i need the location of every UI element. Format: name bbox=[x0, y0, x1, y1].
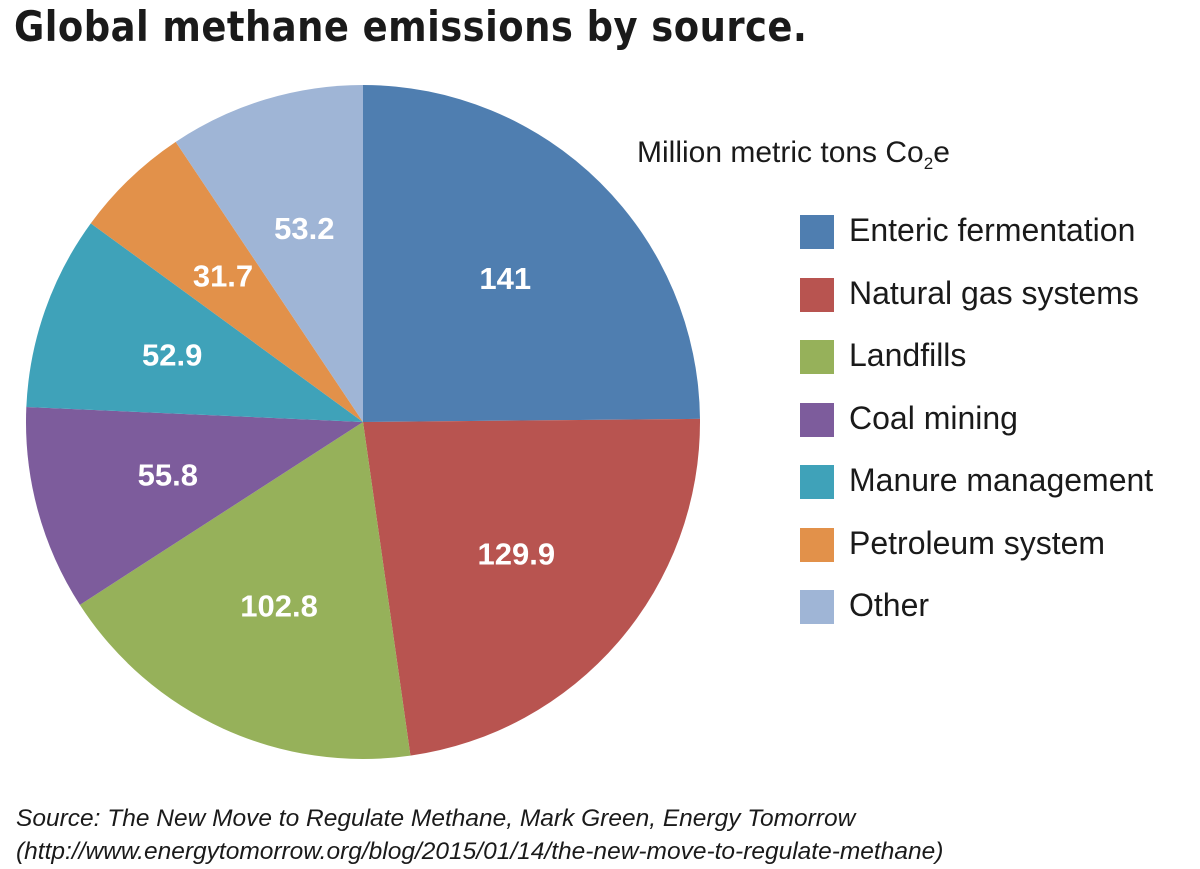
source-line-1: Source: The New Move to Regulate Methane… bbox=[16, 805, 856, 832]
slice-value-label: 52.9 bbox=[142, 338, 202, 373]
unit-label-text: Million metric tons Co bbox=[637, 136, 924, 169]
pie-slice-petroleum-system bbox=[90, 141, 363, 422]
pie-slice-natural-gas-systems bbox=[363, 418, 701, 756]
source-line-2: (http://www.energytomorrow.org/blog/2015… bbox=[16, 838, 944, 865]
source-note: Source: The New Move to Regulate Methane… bbox=[16, 802, 1196, 868]
slice-value-label: 55.8 bbox=[138, 457, 198, 492]
pie-slice-other bbox=[175, 85, 363, 422]
pie-chart: 141 129.9 102.8 55.8 52.9 31.7 53.2 bbox=[25, 85, 701, 760]
legend-swatch bbox=[800, 277, 834, 312]
slice-value-label: 31.7 bbox=[193, 259, 253, 294]
legend-label: Other bbox=[849, 587, 930, 623]
legend-swatch bbox=[800, 590, 834, 624]
legend-label: Natural gas systems bbox=[849, 274, 1139, 311]
legend-swatch bbox=[800, 465, 834, 499]
pie-slice-enteric-fermentation bbox=[363, 85, 700, 422]
unit-label: Million metric tons Co2e bbox=[637, 136, 950, 174]
slice-value-label: 102.8 bbox=[240, 589, 318, 624]
legend-swatch bbox=[800, 340, 834, 374]
legend-label: Enteric fermentation bbox=[849, 212, 1136, 248]
legend-label: Petroleum system bbox=[849, 524, 1106, 561]
pie-slice-landfills bbox=[79, 422, 411, 760]
pie-slice-coal-mining bbox=[25, 406, 363, 605]
legend-swatch bbox=[800, 402, 834, 437]
legend-swatch bbox=[800, 527, 834, 562]
unit-label-suffix: e bbox=[933, 136, 950, 169]
legend-label: Landfills bbox=[849, 337, 967, 373]
unit-label-subscript: 2 bbox=[923, 154, 934, 173]
legend-label: Manure management bbox=[849, 462, 1154, 498]
slice-value-label: 141 bbox=[479, 261, 531, 296]
legend-swatch bbox=[800, 215, 834, 249]
pie-slice-manure-management bbox=[26, 223, 364, 422]
chart-title: Global methane emissions by source. bbox=[14, 2, 808, 51]
slice-value-label: 129.9 bbox=[478, 536, 556, 571]
legend-label: Coal mining bbox=[849, 399, 1018, 436]
slice-value-label: 53.2 bbox=[274, 211, 334, 246]
